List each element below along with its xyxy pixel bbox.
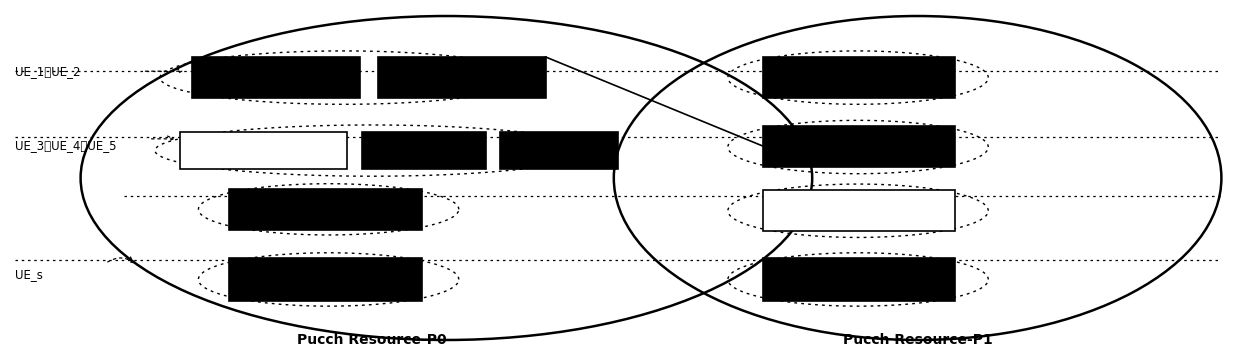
Text: UE_1、UE_2: UE_1、UE_2 xyxy=(15,65,81,78)
Bar xyxy=(378,57,546,98)
Bar xyxy=(500,132,618,169)
Bar xyxy=(180,132,347,169)
Bar xyxy=(763,258,955,301)
Bar xyxy=(763,126,955,167)
Bar xyxy=(192,57,360,98)
Bar xyxy=(763,57,955,98)
Text: Pucch Resource-P0: Pucch Resource-P0 xyxy=(298,333,446,347)
Text: UE_3、UE_4、UE_5: UE_3、UE_4、UE_5 xyxy=(15,140,117,152)
Bar xyxy=(763,190,955,231)
Bar xyxy=(362,132,486,169)
Text: UE_s: UE_s xyxy=(15,268,42,281)
Bar xyxy=(229,189,422,230)
Text: Pucch Resource-P1: Pucch Resource-P1 xyxy=(843,333,992,347)
Bar xyxy=(229,258,422,301)
